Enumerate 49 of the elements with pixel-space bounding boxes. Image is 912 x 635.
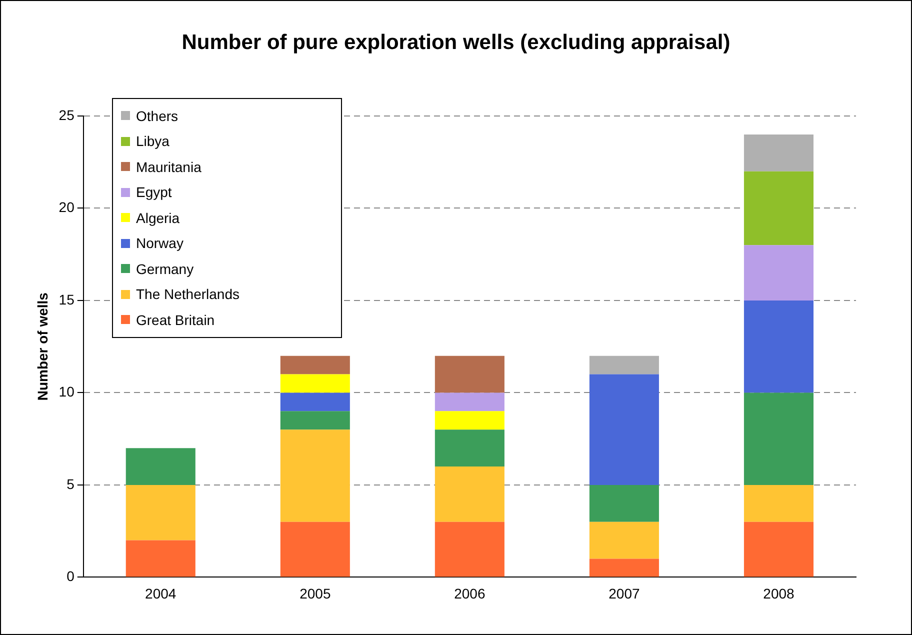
x-tick-label: 2008 bbox=[763, 585, 795, 602]
legend-label: Algeria bbox=[136, 210, 180, 226]
bar bbox=[744, 134, 814, 172]
bar bbox=[589, 374, 659, 485]
y-tick-label: 5 bbox=[66, 476, 75, 492]
bar bbox=[280, 411, 350, 430]
bar bbox=[744, 245, 814, 300]
legend-label: Mauritania bbox=[136, 158, 202, 175]
y-tick-label: 25 bbox=[58, 106, 75, 123]
chart-title: Number of pure exploration wells (excluding appraisal) bbox=[180, 31, 732, 55]
bar bbox=[126, 540, 196, 577]
bar bbox=[744, 300, 814, 393]
bar bbox=[434, 522, 504, 577]
bar bbox=[280, 356, 350, 374]
bar bbox=[589, 522, 659, 559]
bar bbox=[126, 484, 196, 540]
x-tick-label: 2007 bbox=[608, 585, 640, 602]
bar bbox=[744, 522, 814, 577]
y-tick-label: 20 bbox=[58, 199, 75, 216]
bar bbox=[280, 374, 350, 393]
bar bbox=[744, 171, 814, 246]
y-tick-label: 15 bbox=[58, 291, 75, 308]
legend-label: Libya bbox=[136, 133, 170, 150]
bar bbox=[589, 356, 659, 374]
bar bbox=[280, 430, 350, 522]
bar bbox=[434, 392, 504, 412]
legend-label: Egypt bbox=[136, 184, 172, 200]
x-tick-label: 2006 bbox=[454, 585, 486, 602]
y-axis-title: Number of wells bbox=[34, 292, 50, 401]
bar bbox=[589, 558, 659, 577]
x-tick-label: 2004 bbox=[145, 585, 176, 602]
legend-label: Germany bbox=[136, 260, 194, 277]
bar bbox=[744, 392, 814, 485]
bar bbox=[280, 392, 350, 412]
legend-label: The Netherlands bbox=[136, 286, 240, 302]
bar bbox=[434, 411, 504, 430]
bar bbox=[589, 484, 659, 522]
bar bbox=[280, 522, 350, 577]
bar bbox=[434, 466, 504, 522]
y-tick-label: 0 bbox=[66, 568, 75, 584]
bar bbox=[126, 448, 196, 485]
x-tick-label: 2005 bbox=[300, 585, 331, 602]
legend-label: Norway bbox=[136, 235, 184, 252]
y-tick-label: 10 bbox=[58, 384, 75, 400]
bar bbox=[744, 484, 814, 522]
bar bbox=[434, 356, 504, 393]
bar bbox=[434, 430, 504, 467]
legend-label: Great Britain bbox=[136, 312, 215, 328]
legend-label: Others bbox=[136, 108, 178, 124]
